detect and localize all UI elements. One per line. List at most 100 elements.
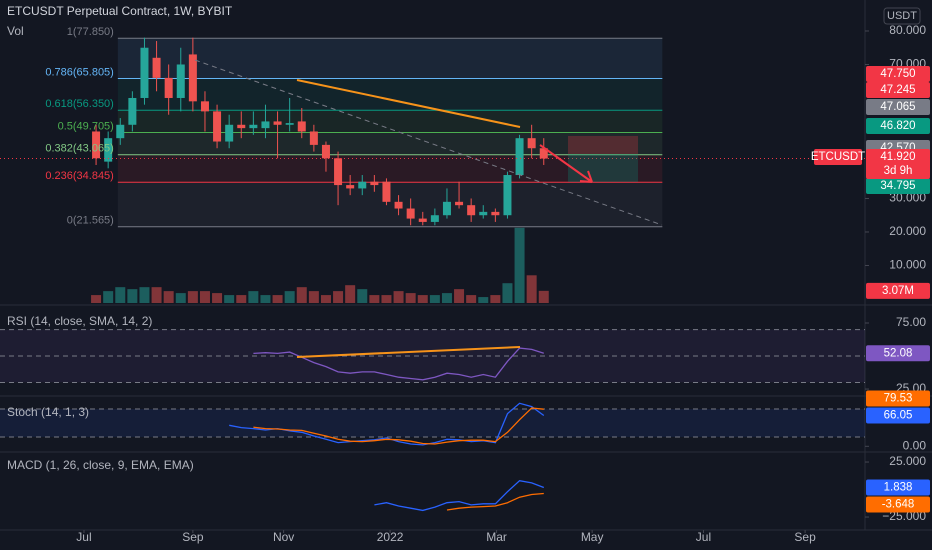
price-tag-bg [866,178,930,194]
candle-body [213,111,222,142]
dashed-trendline [194,59,663,226]
volume-bar [357,289,368,303]
volume-bar [441,293,452,303]
fib-label: 0(21.565) [67,215,114,227]
fib-zone [117,110,663,133]
candle-body [467,205,476,216]
price-tag-bg [866,82,930,98]
price-trendline [296,79,521,128]
price-tag: 47.245 [880,84,915,96]
price-tag-bg [866,99,930,115]
candle-body [176,64,185,98]
forecast-arrow [539,144,593,183]
x-tick-label: Sep [182,530,204,544]
candle-body [394,201,403,209]
candle-body [140,47,149,98]
volume-bar [272,295,283,303]
volume-bar [345,285,356,303]
indicator-value-tag-bg [866,496,930,513]
volume-tag: 3.07M [882,285,914,297]
x-tick-label: Sep [794,530,816,544]
indicator-value-tag-bg [866,345,930,362]
volume-bar [260,295,271,303]
candle-body [128,97,137,125]
volume-bar [333,291,344,303]
candle-body [527,138,536,149]
volume-bar [91,295,102,303]
indicator-value-tag: 66.05 [884,409,913,421]
volume-bar [187,291,198,303]
last-price-bg [866,149,930,179]
indicator-value-tag: -3.648 [882,499,915,511]
candle-body [442,201,451,216]
panel-dividers [0,0,932,531]
candle-body [491,211,500,216]
volume-bar [212,293,223,303]
fib-zone [117,78,663,111]
volume-bar [417,295,428,303]
volume-bar [502,283,513,303]
volume-bar [454,289,465,303]
volume-bar [393,291,404,303]
x-tick-label: May [581,530,604,544]
candle-body [503,175,512,216]
candle-body [418,218,427,222]
volume-bar [538,290,549,303]
volume-bar [381,295,392,303]
volume-bar [248,291,259,303]
indicator-line [253,407,544,445]
y-tick-label: 20.000 [889,224,926,238]
volume-bar [236,295,247,303]
x-tick-label: Jul [76,530,91,544]
countdown: 3d 9h [884,165,913,177]
candle-body [152,57,161,78]
candle-body [92,131,101,159]
x-tick-label: Jul [696,530,711,544]
fib-label: 1(77.850) [67,26,114,38]
x-tick-label: 2022 [377,530,404,544]
y-tick-label: 25.000 [889,454,926,468]
volume-bar [478,297,489,303]
volume-bar [139,287,150,303]
y-tick-label: 10.000 [889,258,926,272]
candle-body [358,181,367,189]
symbol-tag: ETCUSDT [811,151,865,163]
price-tag: 47.065 [880,101,915,113]
candle-body [104,138,113,162]
x-tick-label: Mar [486,530,507,544]
volume-bar [369,295,380,303]
labels-layer: ETCUSDT Perpetual Contract, 1W, BYBIT 1(7… [7,4,930,513]
indicator-value-tag-bg [866,479,930,496]
candle-body [479,211,488,216]
volume-bar [103,291,114,303]
last-price: 41.920 [880,151,915,163]
drawings [194,59,663,358]
panel-title: Vol [7,24,24,38]
y-tick-label: 30.000 [889,191,926,205]
candle-body [430,215,439,222]
panel-title: Stoch (14, 1, 3) [7,405,89,419]
candle-body [370,181,379,186]
x-tick-label: Nov [273,530,294,544]
indicator-value-tag: 1.838 [884,482,913,494]
candle-body [188,54,197,102]
level-band [0,408,865,437]
volume-tag-bg [866,282,930,299]
candle-body [346,185,355,189]
volume-bar [490,295,501,303]
candle-body [273,121,282,125]
candle-body [261,121,270,129]
fib-label: 0.5(49.705) [58,120,114,132]
candle-body [334,158,343,186]
volume-bar [127,289,138,303]
symbol-tag-bg [814,149,862,165]
price-tag: 47.750 [880,68,915,80]
indicator-value-tag-bg [866,407,930,424]
indicator-line [374,480,545,512]
position-target-zone [568,154,638,182]
candle-body [455,201,464,206]
volume-bar [429,295,440,303]
volume-bar [224,295,235,303]
